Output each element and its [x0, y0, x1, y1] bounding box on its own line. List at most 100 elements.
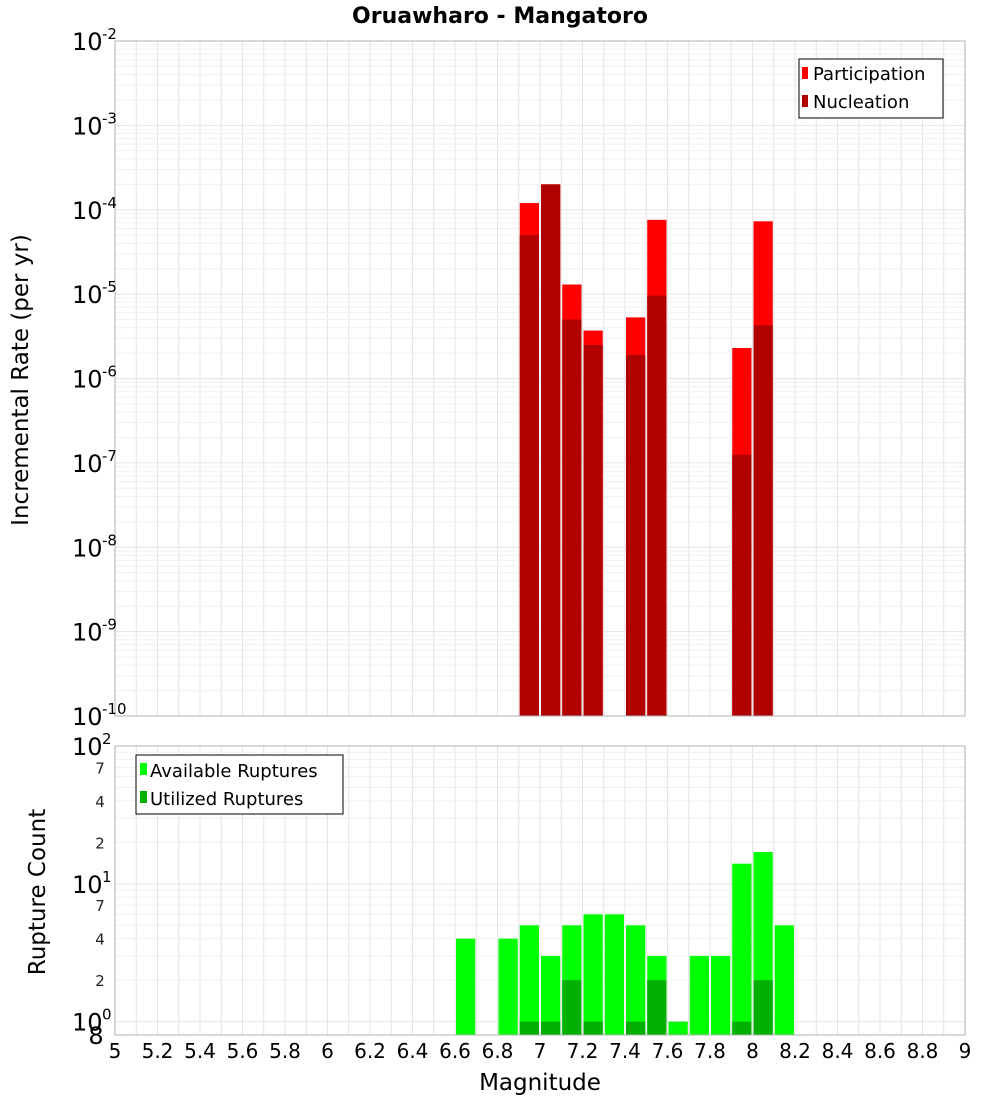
y-tick-exponent: -6: [102, 363, 117, 381]
legend-label-utilized: Utilized Ruptures: [150, 789, 303, 810]
y-tick-label: 10: [72, 28, 103, 56]
x-tick-label: 7.6: [652, 1039, 684, 1063]
x-tick-label: 6.4: [397, 1039, 429, 1063]
x-tick-label: 5.8: [269, 1039, 301, 1063]
bar-utilized-ruptures: [562, 980, 582, 1035]
y-tick-label: 10: [72, 450, 103, 478]
y-tick-label: 10: [72, 197, 103, 225]
y-minor-tick-label: 7: [95, 759, 105, 777]
x-tick-label: 6.2: [354, 1039, 386, 1063]
y-minor-tick-label: 7: [95, 897, 105, 915]
bar-utilized-ruptures: [519, 1021, 539, 1035]
x-tick-label: 7.2: [567, 1039, 599, 1063]
legend-swatch-utilized: [140, 791, 147, 803]
bar-available-ruptures: [541, 955, 561, 1035]
y-tick-label: 10: [72, 534, 103, 562]
y-minor-tick-label: 4: [95, 793, 105, 811]
x-tick-label: 5.4: [184, 1039, 216, 1063]
y-tick-label: 10: [72, 366, 103, 394]
bar-nucleation: [562, 319, 582, 716]
y-tick-exponent: -4: [102, 194, 117, 212]
bar-nucleation: [541, 184, 561, 717]
bar-available-ruptures: [604, 914, 624, 1035]
x-tick-label: 7.8: [694, 1039, 726, 1063]
top-grid: [114, 41, 966, 717]
x-tick-label: 6.6: [439, 1039, 471, 1063]
bar-nucleation: [753, 325, 773, 716]
x-tick-label: 8.8: [907, 1039, 939, 1063]
y-tick-exponent: -2: [102, 25, 117, 43]
legend-label-available: Available Ruptures: [150, 761, 318, 782]
bar-utilized-ruptures: [583, 1021, 603, 1035]
y-tick-exponent: -10: [102, 700, 127, 718]
top-plot-border: [114, 40, 966, 717]
bar-utilized-ruptures: [753, 980, 773, 1035]
x-tick-label: 5.2: [142, 1039, 174, 1063]
y-tick-label: 10: [72, 281, 103, 309]
bar-available-ruptures: [583, 914, 603, 1035]
x-tick-label: 5.6: [227, 1039, 259, 1063]
y-tick-label: 10: [72, 733, 103, 761]
bottom-bars: [456, 852, 794, 1035]
bar-available-ruptures: [689, 955, 709, 1035]
y-minor-tick-label: 8: [88, 1022, 103, 1050]
bottom-legend: Available Ruptures Utilized Ruptures: [135, 754, 344, 815]
bar-nucleation: [583, 344, 603, 716]
y-tick-exponent: -8: [102, 531, 117, 549]
top-legend-box: [798, 58, 944, 119]
bottom-legend-box: [135, 754, 344, 815]
top-bars: [519, 184, 773, 717]
bar-utilized-ruptures: [541, 1021, 561, 1035]
chart-title: Oruawharo - Mangatoro: [352, 4, 648, 29]
bar-available-ruptures: [668, 1021, 688, 1035]
y-tick-label: 10: [72, 619, 103, 647]
y-tick-exponent: -7: [102, 447, 117, 465]
x-tick-label: 7.4: [609, 1039, 641, 1063]
y-tick-label: 10: [72, 1009, 103, 1037]
x-tick-label: 8: [746, 1039, 759, 1063]
bar-utilized-ruptures: [626, 1021, 646, 1035]
x-axis-label: Magnitude: [479, 1070, 601, 1096]
legend-swatch-nucleation: [802, 95, 808, 107]
bar-available-ruptures: [519, 925, 539, 1035]
y-tick-label: 10: [72, 112, 103, 140]
x-tick-label: 8.6: [864, 1039, 896, 1063]
x-tick-label: 7: [534, 1039, 547, 1063]
x-tick-label: 9: [959, 1039, 972, 1063]
y-minor-tick-label: 2: [95, 972, 105, 990]
bar-nucleation: [732, 454, 752, 716]
bar-available-ruptures: [711, 955, 731, 1035]
x-tick-label: 8.4: [822, 1039, 854, 1063]
y-tick-label: 10: [72, 703, 103, 731]
y-tick-exponent: -9: [102, 616, 117, 634]
bottom-y-axis-label: Rupture Count: [25, 809, 51, 975]
bar-available-ruptures: [626, 925, 646, 1035]
bottom-plot-border: [114, 745, 966, 1036]
x-tick-label: 8.2: [779, 1039, 811, 1063]
bar-nucleation: [519, 235, 539, 716]
x-ticks: 5 5.2 5.4 5.6 5.8 6 6.2 6.4 6.6 6.8 7 7.2 7.4 7.6 7.8 8…: [109, 1039, 972, 1063]
bar-available-ruptures: [774, 925, 794, 1035]
legend-label-participation: Participation: [813, 64, 925, 85]
bar-available-ruptures: [732, 863, 752, 1035]
legend-label-nucleation: Nucleation: [813, 92, 909, 113]
bar-utilized-ruptures: [647, 980, 667, 1035]
y-tick-exponent: 2: [102, 730, 112, 748]
bar-nucleation: [626, 354, 646, 716]
y-tick-label: 10: [72, 871, 103, 899]
y-tick-exponent: -5: [102, 278, 117, 296]
top-legend: Participation Nucleation: [798, 58, 944, 119]
legend-swatch-participation: [802, 67, 808, 79]
y-minor-tick-label: 2: [95, 834, 105, 852]
bar-available-ruptures: [498, 938, 518, 1035]
top-y-axis-label: Incremental Rate (per yr): [8, 234, 34, 526]
y-minor-tick-label: 4: [95, 931, 105, 949]
x-tick-label: 5: [109, 1039, 122, 1063]
x-tick-label: 6: [321, 1039, 334, 1063]
x-tick-label: 6.8: [482, 1039, 514, 1063]
